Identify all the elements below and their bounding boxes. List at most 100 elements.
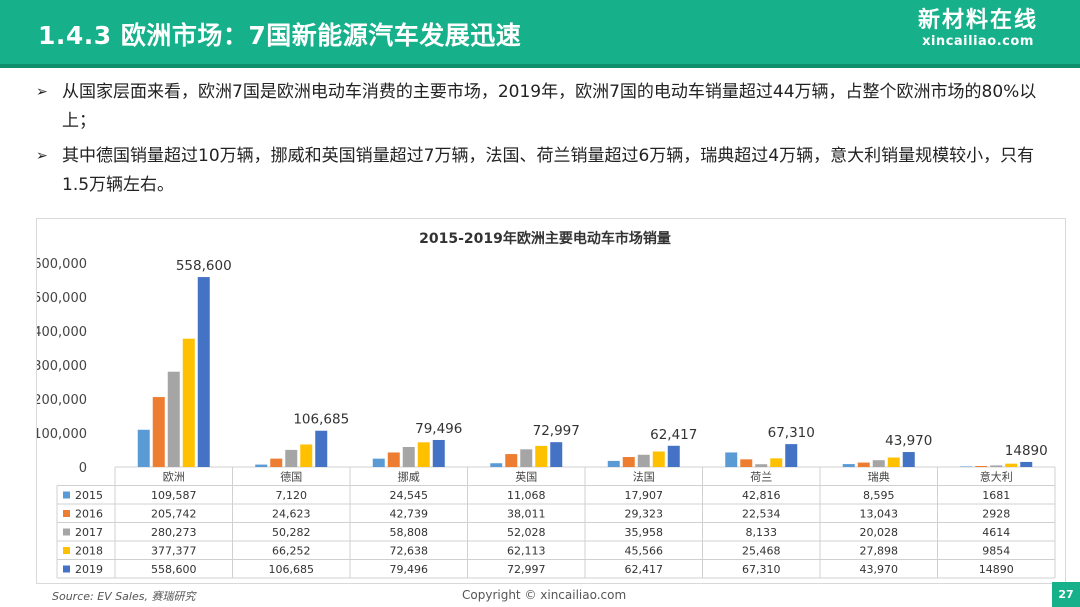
table-cell: 106,685	[269, 563, 315, 576]
data-label: 79,496	[415, 421, 462, 437]
x-tick-label: 英国	[515, 470, 537, 484]
legend-label: 2017	[75, 526, 103, 539]
x-tick-label: 法国	[633, 470, 655, 484]
table-cell: 11,068	[507, 489, 546, 502]
bar	[607, 460, 620, 467]
bar	[255, 464, 268, 467]
bar	[755, 464, 768, 467]
logo-text-en: xincailiao.com	[922, 34, 1034, 49]
table-cell: 50,282	[272, 526, 311, 539]
bar	[842, 464, 855, 467]
bar	[550, 442, 563, 467]
page-title: 1.4.3 欧洲市场：7国新能源汽车发展迅速	[38, 21, 522, 50]
arrow-bullet-icon: ➢	[36, 84, 48, 100]
table-cell: 20,028	[860, 526, 899, 539]
table-cell: 42,816	[742, 489, 781, 502]
table-cell: 17,907	[625, 489, 664, 502]
table-cell: 2928	[982, 508, 1010, 521]
table-cell: 67,310	[742, 563, 781, 576]
data-label: 106,685	[293, 412, 349, 428]
bar	[902, 452, 915, 467]
bar	[300, 444, 313, 467]
y-tick-label: 100,000	[37, 427, 87, 442]
copyright-note: Copyright © xincailiao.com	[462, 588, 627, 602]
table-cell: 22,534	[742, 508, 781, 521]
bar	[417, 442, 430, 467]
table-cell: 25,468	[742, 545, 781, 558]
table-cell: 35,958	[625, 526, 664, 539]
bar	[887, 457, 900, 467]
table-cell: 72,997	[507, 563, 546, 576]
bar	[137, 429, 150, 467]
bar	[535, 445, 548, 467]
legend-swatch	[63, 510, 70, 517]
header-bar	[0, 0, 1080, 64]
table-cell: 62,113	[507, 545, 546, 558]
bar	[770, 458, 783, 467]
source-note: Source: EV Sales, 赛瑞研究	[52, 590, 196, 603]
table-cell: 8,595	[863, 489, 895, 502]
x-tick-label: 挪威	[398, 470, 420, 484]
y-tick-label: 300,000	[37, 359, 87, 374]
table-cell: 72,638	[390, 545, 429, 558]
bar	[315, 430, 328, 467]
bar	[520, 449, 533, 467]
y-tick-label: 0	[79, 461, 87, 476]
legend-label: 2015	[75, 489, 103, 502]
bar	[637, 454, 650, 467]
legend-label: 2019	[75, 563, 103, 576]
bar	[182, 338, 195, 467]
bar	[1005, 463, 1018, 467]
legend-swatch	[63, 565, 70, 573]
brand-logo: 新材料在线 xincailiao.com	[918, 8, 1038, 50]
bar	[622, 457, 635, 467]
data-label: 72,997	[533, 423, 580, 439]
bar	[740, 459, 753, 467]
legend-swatch	[63, 528, 70, 536]
logo-text-cn: 新材料在线	[917, 8, 1038, 33]
table-cell: 205,742	[151, 508, 197, 521]
table-cell: 377,377	[151, 545, 197, 558]
bar	[152, 397, 165, 467]
bar	[960, 466, 973, 467]
table-cell: 24,623	[272, 508, 311, 521]
bar	[667, 445, 680, 467]
table-cell: 1681	[982, 489, 1010, 502]
bar	[975, 466, 988, 467]
table-cell: 27,898	[860, 545, 899, 558]
bar	[652, 451, 665, 467]
bar	[490, 463, 503, 467]
bar	[857, 462, 870, 467]
y-tick-label: 200,000	[37, 393, 87, 408]
table-cell: 8,133	[746, 526, 778, 539]
table-cell: 14890	[979, 563, 1014, 576]
bar	[167, 371, 180, 467]
table-cell: 4614	[982, 526, 1010, 539]
legend-swatch	[63, 547, 70, 554]
legend-label: 2016	[75, 508, 103, 521]
x-tick-label: 意大利	[980, 470, 1013, 484]
table-cell: 66,252	[272, 545, 311, 558]
page-number: 27	[1052, 582, 1080, 607]
table-cell: 558,600	[151, 563, 197, 576]
bar	[387, 452, 400, 467]
bar	[402, 447, 415, 467]
table-cell: 13,043	[860, 508, 899, 521]
x-tick-label: 荷兰	[750, 471, 772, 484]
data-label: 558,600	[176, 258, 232, 274]
table-cell: 24,545	[390, 489, 429, 502]
table-cell: 38,011	[507, 508, 546, 521]
table-cell: 58,808	[390, 526, 429, 539]
table-cell: 280,273	[151, 526, 197, 539]
bullet-list: ➢ 从国家层面来看，欧洲7国是欧洲电动车消费的主要市场，2019年，欧洲7国的电…	[36, 78, 1056, 206]
table-cell: 29,323	[625, 508, 664, 521]
data-label: 43,970	[885, 433, 932, 449]
x-tick-label: 瑞典	[868, 470, 890, 484]
bar	[725, 452, 738, 467]
bullet-text: 从国家层面来看，欧洲7国是欧洲电动车消费的主要市场，2019年，欧洲7国的电动车…	[62, 82, 1037, 131]
bar	[372, 458, 385, 467]
table-cell: 109,587	[151, 489, 197, 502]
y-tick-label: 600,000	[37, 257, 87, 272]
chart-title: 2015-2019年欧洲主要电动车市场销量	[419, 230, 671, 247]
table-cell: 7,120	[276, 489, 308, 502]
